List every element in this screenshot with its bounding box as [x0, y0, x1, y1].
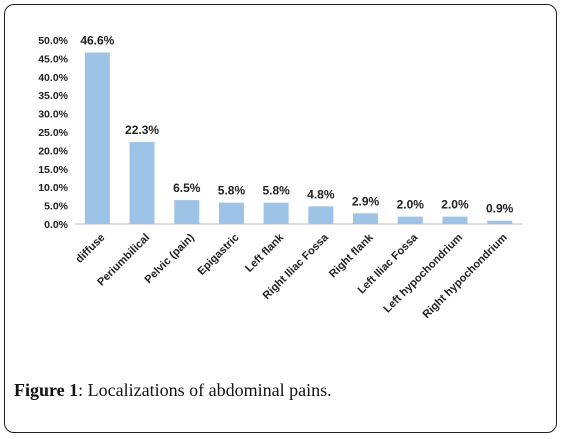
- y-tick-label: 35.0%: [38, 90, 68, 102]
- caption-label: Figure 1: [14, 380, 79, 400]
- caption-text: : Localizations of abdominal pains.: [78, 380, 332, 400]
- category-label: Epigastric: [195, 232, 241, 278]
- y-axis: 0.0% 5.0% 10.0% 15.0% 20.0% 25.0% 30.0% 35.0% 40…: [38, 35, 68, 231]
- category-label: Left flank: [243, 231, 287, 275]
- data-label: 4.8%: [307, 187, 335, 201]
- bar: [263, 202, 289, 224]
- y-tick-label: 15.0%: [38, 164, 68, 176]
- bar: [442, 216, 468, 224]
- category-label: diffuse: [73, 232, 107, 266]
- y-tick-label: 50.0%: [38, 35, 68, 47]
- figure-caption: Figure 1: Localizations of abdominal pai…: [14, 380, 332, 401]
- bar: [174, 200, 200, 224]
- data-labels-group: 46.6% 22.3% 6.5% 5.8% 5.8% 4.8% 2.9% 2.0% 2.0% 0.…: [80, 34, 513, 216]
- data-label: 2.0%: [441, 198, 469, 212]
- bar: [308, 206, 334, 224]
- bar: [353, 213, 379, 224]
- data-label: 5.8%: [218, 184, 246, 198]
- bar: [218, 202, 244, 224]
- y-tick-label: 20.0%: [38, 145, 68, 157]
- category-label: Left hypochondrium: [381, 231, 465, 315]
- y-tick-label: 0.0%: [44, 219, 69, 231]
- y-tick-label: 25.0%: [38, 127, 68, 139]
- data-label: 22.3%: [125, 123, 159, 137]
- bar: [84, 52, 110, 225]
- data-label: 0.9%: [486, 202, 514, 216]
- bar: [129, 141, 155, 224]
- data-label: 6.5%: [173, 181, 201, 195]
- bar: [487, 220, 513, 224]
- y-tick-label: 5.0%: [44, 201, 69, 213]
- y-tick-label: 45.0%: [38, 53, 68, 65]
- y-tick-label: 40.0%: [38, 72, 68, 84]
- bar-chart: 0.0% 5.0% 10.0% 15.0% 20.0% 25.0% 30.0% 35.0% 40…: [38, 34, 522, 321]
- y-tick-label: 30.0%: [38, 109, 68, 121]
- bar: [397, 216, 423, 224]
- data-label: 2.9%: [352, 194, 380, 208]
- data-label: 2.0%: [397, 198, 425, 212]
- data-label: 46.6%: [80, 34, 114, 48]
- bars-group: [84, 52, 513, 225]
- data-label: 5.8%: [262, 184, 290, 198]
- category-label: Right hypochondrium: [420, 231, 509, 320]
- y-tick-label: 10.0%: [38, 182, 68, 194]
- category-label: Right flank: [327, 231, 376, 280]
